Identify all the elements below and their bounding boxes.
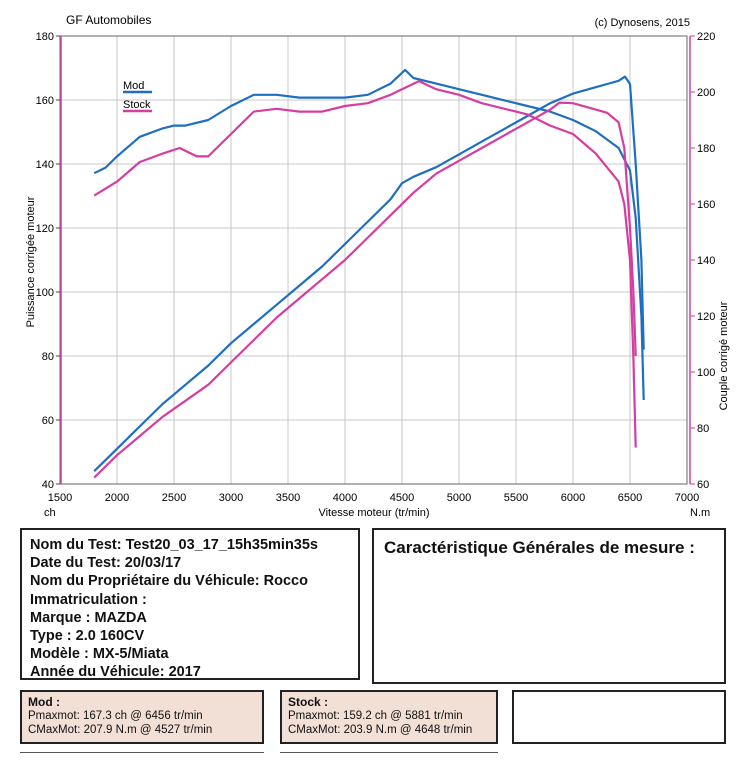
y-tick-label-right: 160 — [697, 199, 715, 211]
x-axis-label: Vitesse moteur (tr/min) — [318, 507, 429, 519]
y-tick-label-left: 160 — [36, 95, 54, 107]
chart-title-left: GF Automobiles — [66, 13, 151, 27]
x-tick-label: 1500 — [48, 492, 72, 504]
y-tick-label-right: 100 — [697, 367, 715, 379]
torque-line-mod — [93, 68, 645, 401]
footer-rule-mid — [280, 752, 498, 753]
legend-label-stock: Stock — [123, 99, 151, 111]
y-axis-label-right: Couple corrigé moteur — [718, 301, 730, 410]
series-layer — [93, 68, 645, 479]
y-tick-label-left: 80 — [42, 351, 54, 363]
test-name-line: Nom du Test: Test20_03_17_15h35min35s — [30, 537, 318, 553]
x-unit-left: ch — [44, 507, 56, 519]
footer-rule-left — [20, 752, 264, 753]
owner-line: Nom du Propriétaire du Véhicule: Rocco — [30, 573, 308, 590]
x-unit-right: N.m — [690, 507, 710, 519]
x-tick-label: 3500 — [276, 492, 300, 504]
y-tick-label-left: 40 — [42, 479, 54, 491]
x-tick-label: 6000 — [561, 492, 585, 504]
chart-legend: Mod Stock — [123, 80, 152, 113]
y-tick-label-left: 140 — [36, 159, 54, 171]
stock-cmax: CMaxMot: 203.9 N.m @ 4648 tr/min — [288, 724, 473, 736]
y-tick-label-left: 120 — [36, 223, 54, 235]
x-tick-label: 2000 — [105, 492, 129, 504]
stock-results-panel: Stock : Pmaxmot: 159.2 ch @ 5881 tr/min … — [280, 690, 498, 744]
model-line: Modèle : MX-5/Miata — [30, 646, 169, 663]
mod-results-title: Mod : — [28, 695, 60, 709]
power-line-mod — [93, 75, 645, 472]
legend-label-mod: Mod — [123, 80, 144, 92]
mod-results-panel: Mod : Pmaxmot: 167.3 ch @ 6456 tr/min CM… — [20, 690, 264, 744]
x-tick-label: 4500 — [390, 492, 414, 504]
registration-line: Immatriculation : — [30, 591, 147, 608]
y-tick-label-right: 180 — [697, 143, 715, 155]
test-date-line: Date du Test: 20/03/17 — [30, 555, 182, 572]
brand-line: Marque : MAZDA — [30, 609, 147, 626]
stock-pmax: Pmaxmot: 159.2 ch @ 5881 tr/min — [288, 710, 463, 722]
characteristics-title: Caractéristique Générales de mesure : — [384, 538, 695, 557]
measurement-characteristics-panel: Caractéristique Générales de mesure : — [372, 528, 726, 684]
y-tick-label-right: 60 — [697, 479, 709, 491]
y-tick-label-right: 140 — [697, 255, 715, 267]
x-tick-label: 5000 — [447, 492, 471, 504]
x-tick-label: 7000 — [675, 492, 699, 504]
mod-cmax: CMaxMot: 207.9 N.m @ 4527 tr/min — [28, 724, 213, 736]
test-info-panel: Nom du Test: Test20_03_17_15h35min35s Da… — [20, 528, 360, 680]
x-tick-label: 6500 — [618, 492, 642, 504]
chart-title-right: (c) Dynosens, 2015 — [595, 17, 690, 29]
x-tick-label: 5500 — [504, 492, 528, 504]
plot-frame — [59, 35, 688, 485]
torque-line-stock — [93, 79, 637, 448]
y-tick-label-left: 100 — [36, 287, 54, 299]
y-tick-label-right: 220 — [697, 31, 715, 43]
power-line-stock — [93, 101, 637, 479]
empty-results-panel — [512, 690, 726, 744]
type-line: Type : 2.0 160CV — [30, 628, 145, 645]
y-axis-label-left: Puissance corrigée moteur — [25, 196, 37, 327]
axis-ticks: 1500 2000 2500 3000 3500 4000 4500 5000 5500 6000… — [36, 31, 716, 504]
y-tick-label-right: 120 — [697, 311, 715, 323]
x-tick-label: 3000 — [219, 492, 243, 504]
y-tick-label-left: 60 — [42, 415, 54, 427]
mod-pmax: Pmaxmot: 167.3 ch @ 6456 tr/min — [28, 710, 203, 722]
y-tick-label-left: 180 — [36, 31, 54, 43]
stock-results-title: Stock : — [288, 695, 329, 709]
year-line: Année du Véhicule: 2017 — [30, 664, 201, 681]
y-tick-label-right: 200 — [697, 87, 715, 99]
dyno-chart: 1500 2000 2500 3000 3500 4000 4500 5000 5500 6000… — [25, 13, 730, 519]
x-tick-label: 2500 — [162, 492, 186, 504]
chart-grid — [59, 35, 688, 485]
x-tick-label: 4000 — [333, 492, 357, 504]
y-tick-label-right: 80 — [697, 423, 709, 435]
